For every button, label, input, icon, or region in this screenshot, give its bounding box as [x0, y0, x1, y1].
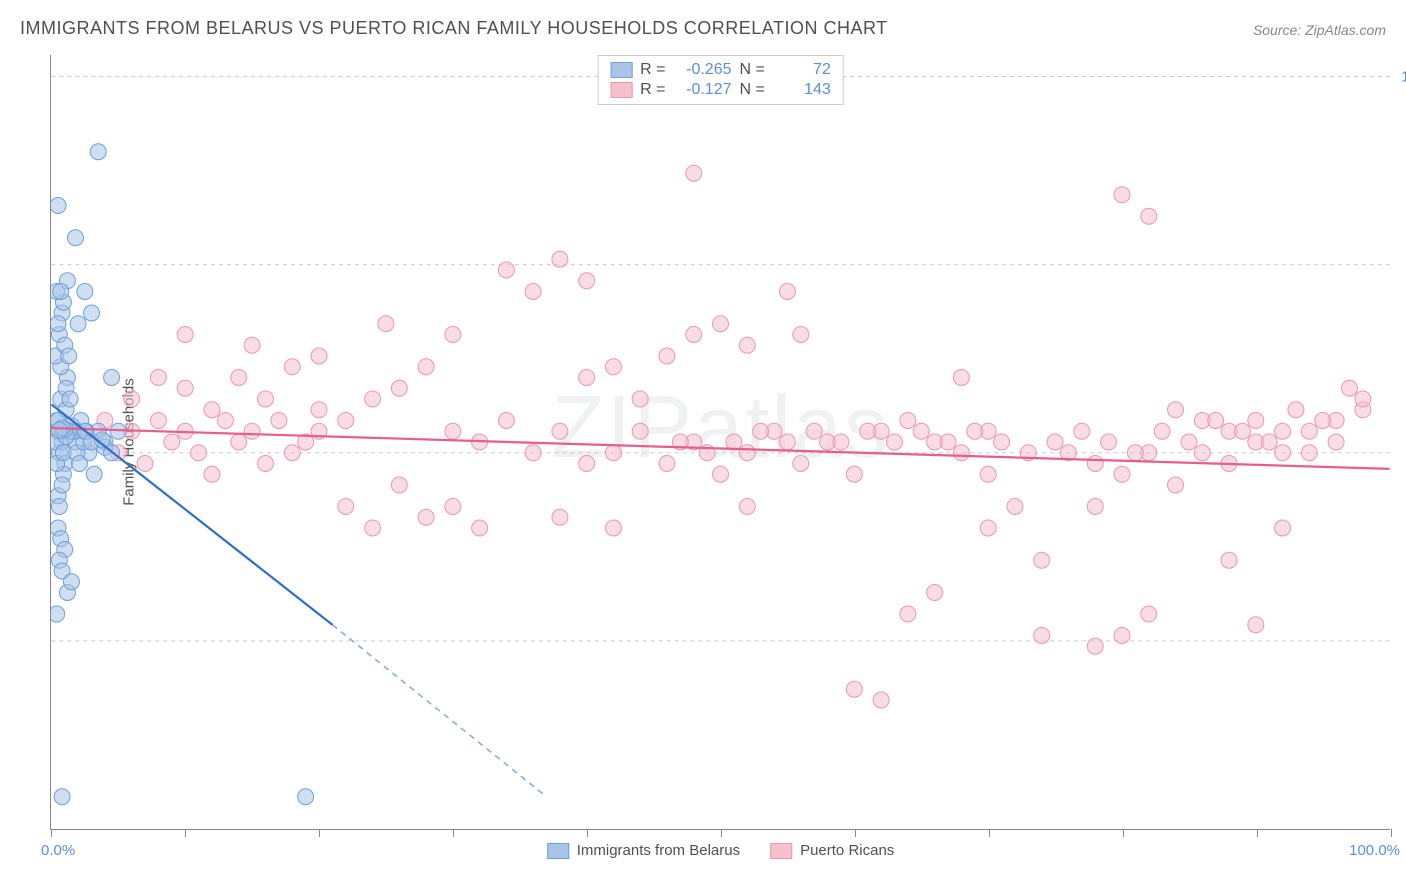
r-value: -0.265: [676, 61, 732, 79]
r-value: -0.127: [676, 81, 732, 99]
n-label: N =: [740, 61, 765, 79]
x-tick: [319, 829, 320, 837]
swatch-belarus-icon: [547, 843, 569, 859]
chart-title: IMMIGRANTS FROM BELARUS VS PUERTO RICAN …: [20, 18, 888, 39]
swatch-belarus-icon: [610, 62, 632, 78]
legend-row-pr: R = -0.127 N = 143: [610, 80, 831, 100]
legend-label: Puerto Ricans: [800, 842, 894, 859]
legend-label: Immigrants from Belarus: [577, 842, 740, 859]
swatch-pr-icon: [770, 843, 792, 859]
n-label: N =: [740, 81, 765, 99]
x-tick: [721, 829, 722, 837]
legend-item-belarus: Immigrants from Belarus: [547, 842, 740, 859]
plot-area: Family Households ZIPatlas R = -0.265 N …: [50, 55, 1390, 830]
x-axis-max-label: 100.0%: [1349, 842, 1400, 859]
x-tick: [1257, 829, 1258, 837]
y-tick-label: 100.0%: [1401, 68, 1406, 85]
x-tick: [51, 829, 52, 837]
x-tick: [1391, 829, 1392, 837]
n-value: 143: [775, 81, 831, 99]
swatch-pr-icon: [610, 82, 632, 98]
chart-svg: [51, 55, 1390, 829]
legend-row-belarus: R = -0.265 N = 72: [610, 60, 831, 80]
source-label: Source: ZipAtlas.com: [1253, 22, 1386, 38]
x-tick: [1123, 829, 1124, 837]
series-legend: Immigrants from Belarus Puerto Ricans: [547, 842, 895, 859]
x-tick: [989, 829, 990, 837]
r-label: R =: [640, 81, 665, 99]
x-axis-min-label: 0.0%: [41, 842, 75, 859]
x-tick: [185, 829, 186, 837]
x-tick: [587, 829, 588, 837]
x-tick: [855, 829, 856, 837]
n-value: 72: [775, 61, 831, 79]
r-label: R =: [640, 61, 665, 79]
x-tick: [453, 829, 454, 837]
correlation-legend: R = -0.265 N = 72 R = -0.127 N = 143: [597, 55, 844, 105]
legend-item-pr: Puerto Ricans: [770, 842, 894, 859]
